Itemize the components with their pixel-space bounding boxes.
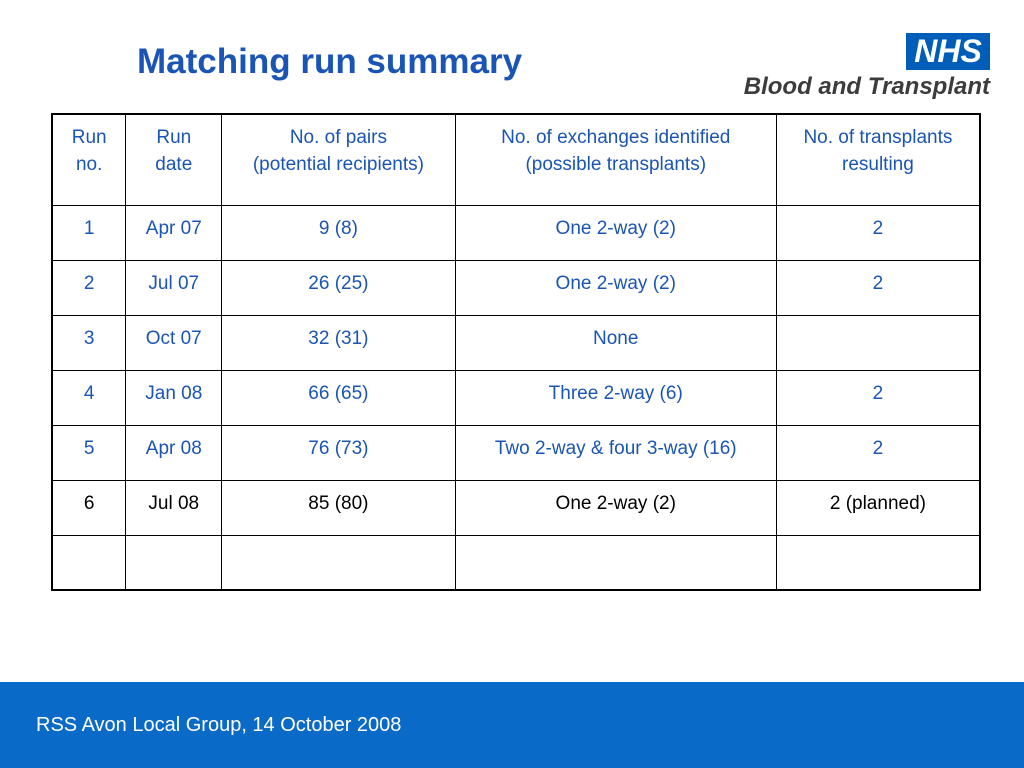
cell-run-date: Jan 08: [125, 369, 223, 426]
footer-text: RSS Avon Local Group, 14 October 2008: [36, 714, 402, 736]
cell-run-date: Oct 07: [125, 314, 223, 371]
cell-exchanges: One 2-way (2): [454, 479, 777, 536]
header-no-of-transplants: No. of transplants resulting: [775, 113, 981, 206]
cell-exchanges: Three 2-way (6): [454, 369, 777, 426]
cell-transplants: 2 (planned): [775, 479, 981, 536]
cell-exchanges: Two 2-way & four 3-way (16): [454, 424, 777, 481]
table-row: 4 Jan 08 66 (65) Three 2-way (6) 2: [51, 369, 981, 426]
cell-run-no: [51, 534, 127, 591]
table-row: 5 Apr 08 76 (73) Two 2-way & four 3-way …: [51, 424, 981, 481]
table-row: 1 Apr 07 9 (8) One 2-way (2) 2: [51, 204, 981, 261]
footer-bar: RSS Avon Local Group, 14 October 2008: [0, 682, 1024, 768]
header-run-date: Run date: [125, 113, 223, 206]
header-no-of-exchanges: No. of exchanges identified (possible tra…: [454, 113, 777, 206]
cell-pairs: 26 (25): [221, 259, 456, 316]
cell-run-no: 3: [51, 314, 127, 371]
cell-run-date: Jul 08: [125, 479, 223, 536]
cell-pairs: 76 (73): [221, 424, 456, 481]
table-row: 3 Oct 07 32 (31) None: [51, 314, 981, 371]
cell-pairs: 66 (65): [221, 369, 456, 426]
cell-run-no: 5: [51, 424, 127, 481]
cell-transplants: 2: [775, 369, 981, 426]
cell-exchanges: [454, 534, 777, 591]
cell-transplants: 2: [775, 424, 981, 481]
matching-run-table: Run no. Run date No. of pairs (potential re…: [51, 113, 981, 591]
cell-run-date: [125, 534, 223, 591]
nhs-blood-and-transplant-logo: NHS Blood and Transplant: [703, 33, 995, 103]
cell-run-date: Apr 08: [125, 424, 223, 481]
nhs-logo-mark: NHS: [906, 33, 990, 70]
cell-transplants: 2: [775, 259, 981, 316]
header-no-of-pairs: No. of pairs (potential recipients): [221, 113, 456, 206]
cell-pairs: 85 (80): [221, 479, 456, 536]
cell-pairs: 32 (31): [221, 314, 456, 371]
cell-run-no: 2: [51, 259, 127, 316]
cell-transplants: 2: [775, 204, 981, 261]
cell-pairs: 9 (8): [221, 204, 456, 261]
slide-title: Matching run summary: [137, 42, 523, 81]
nhs-organisation-name: Blood and Transplant: [743, 73, 990, 100]
table-row: 6 Jul 08 85 (80) One 2-way (2) 2 (planne…: [51, 479, 981, 536]
cell-exchanges: None: [454, 314, 777, 371]
cell-pairs: [221, 534, 456, 591]
table-header-row: Run no. Run date No. of pairs (potential re…: [51, 113, 981, 206]
cell-transplants: [775, 314, 981, 371]
cell-run-no: 1: [51, 204, 127, 261]
table-row-empty: [51, 534, 981, 591]
cell-run-no: 6: [51, 479, 127, 536]
cell-run-date: Apr 07: [125, 204, 223, 261]
cell-exchanges: One 2-way (2): [454, 259, 777, 316]
cell-exchanges: One 2-way (2): [454, 204, 777, 261]
cell-run-date: Jul 07: [125, 259, 223, 316]
cell-run-no: 4: [51, 369, 127, 426]
table-row: 2 Jul 07 26 (25) One 2-way (2) 2: [51, 259, 981, 316]
header-run-no: Run no.: [51, 113, 127, 206]
cell-transplants: [775, 534, 981, 591]
